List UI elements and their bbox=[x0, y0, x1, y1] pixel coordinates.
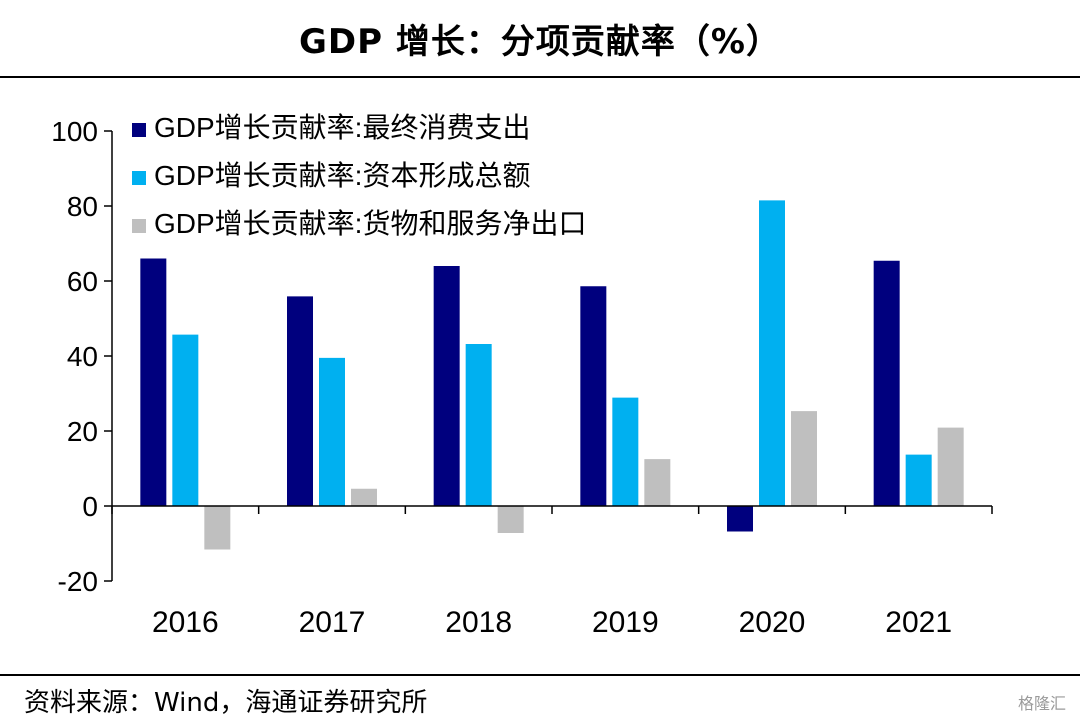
x-tick-label: 2020 bbox=[739, 606, 806, 639]
bar-2017-series-1 bbox=[287, 296, 313, 506]
legend-swatch-2 bbox=[132, 171, 146, 185]
x-tick-label: 2017 bbox=[299, 606, 366, 639]
legend-swatch-1 bbox=[132, 123, 146, 137]
y-tick-label: 0 bbox=[82, 491, 98, 522]
y-tick-label: 20 bbox=[67, 416, 98, 447]
bar-2021-series-2 bbox=[905, 454, 932, 506]
source-note: 资料来源：Wind，海通证券研究所 bbox=[24, 688, 428, 718]
legend-swatch-3 bbox=[132, 219, 146, 233]
bar-2019-series-1 bbox=[580, 286, 607, 506]
y-tick-label: -20 bbox=[58, 566, 98, 597]
axes: 2016 2017 2018 2019 2020 2021 -20 0 20 40 60 80 100 bbox=[51, 116, 993, 639]
bar-2017-series-2 bbox=[319, 357, 345, 506]
bar-2019-series-2 bbox=[612, 397, 639, 506]
bar-2020-series-1 bbox=[727, 506, 753, 532]
y-tick-label: 40 bbox=[67, 341, 98, 372]
watermark: 格隆汇 bbox=[1017, 694, 1066, 713]
bar-2021-series-3 bbox=[937, 427, 964, 506]
x-tick-label: 2018 bbox=[445, 606, 512, 639]
bar-chart: 2016 2017 2018 2019 2020 2021-20020406080100 … bbox=[51, 112, 993, 639]
bar-2020-series-2 bbox=[759, 200, 785, 506]
x-tick-label: 2016 bbox=[152, 606, 219, 639]
bar-2016-series-3 bbox=[204, 506, 231, 550]
bar-2020-series-3 bbox=[791, 411, 817, 506]
bar-2019-series-3 bbox=[644, 459, 671, 506]
y-tick-label: 100 bbox=[51, 116, 98, 147]
bar-2018-series-1 bbox=[433, 266, 460, 506]
bar-2016-series-2 bbox=[172, 334, 199, 506]
bar-2016-series-1 bbox=[140, 258, 167, 506]
bar-2018-series-3 bbox=[497, 506, 524, 533]
plot-area bbox=[140, 200, 964, 550]
title-divider bbox=[0, 76, 1080, 78]
bar-2017-series-3 bbox=[351, 488, 377, 506]
x-tick-label: 2019 bbox=[592, 606, 659, 639]
footer-divider bbox=[0, 674, 1080, 676]
x-tick-label: 2021 bbox=[885, 606, 952, 639]
legend: GDP增长贡献率:最终消费支出 GDP增长贡献率:资本形成总额 GDP增长贡献率:货… bbox=[132, 112, 586, 239]
legend-label-2: GDP增长贡献率:资本形成总额 bbox=[154, 160, 530, 191]
bar-2018-series-2 bbox=[465, 344, 492, 506]
page-title: GDP 增长：分项贡献率（%） bbox=[299, 21, 781, 62]
bar-2021-series-1 bbox=[873, 260, 900, 506]
legend-label-1: GDP增长贡献率:最终消费支出 bbox=[154, 112, 530, 143]
legend-label-3: GDP增长贡献率:货物和服务净出口 bbox=[154, 208, 586, 239]
y-tick-label: 80 bbox=[67, 191, 98, 222]
y-tick-label: 60 bbox=[67, 266, 98, 297]
